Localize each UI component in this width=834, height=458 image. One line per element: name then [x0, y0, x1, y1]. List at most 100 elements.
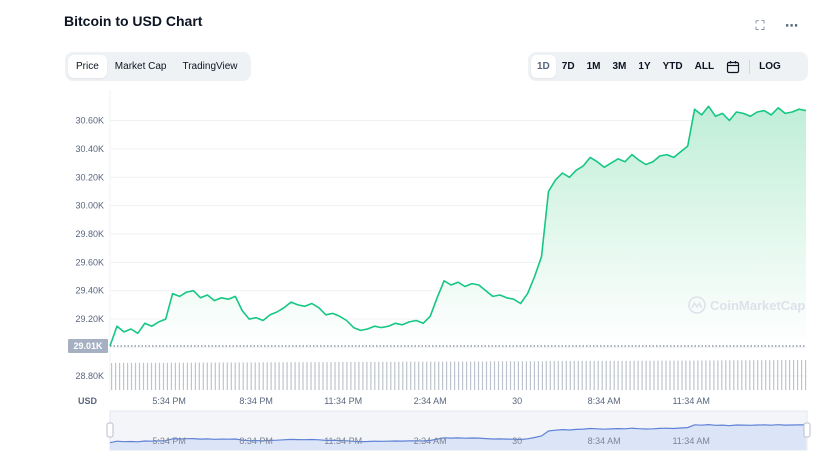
unit-label: USD — [78, 396, 98, 406]
range-ytd-button[interactable]: YTD — [662, 61, 683, 72]
volume-bar — [745, 360, 747, 390]
volume-bar — [406, 361, 408, 390]
volume-bar — [150, 362, 153, 390]
volume-bar — [226, 362, 228, 390]
volume-bar — [166, 362, 168, 390]
volume-bar — [414, 361, 416, 390]
volume-bar — [134, 362, 137, 390]
x-axis: 5:34 PM 8:34 PM 11:34 PM 2:34 AM 30 8:34 AM 11… — [152, 396, 709, 406]
volume-bar — [238, 362, 240, 390]
range-1m-button[interactable]: 1M — [586, 61, 601, 72]
y-tick-label: 30.20K — [75, 172, 104, 182]
volume-bar — [370, 361, 372, 390]
navigator-right-handle — [803, 422, 811, 438]
volume-bar — [402, 361, 404, 390]
log-scale-button[interactable]: LOG — [759, 61, 781, 72]
current-price-label: 29.01K — [73, 341, 103, 351]
volume-bar — [250, 362, 252, 390]
volume-bar — [282, 362, 284, 390]
volume-bar — [298, 362, 300, 390]
x-tick-label: 2:34 AM — [414, 396, 447, 406]
y-tick-label: 29.20K — [75, 314, 104, 324]
volume-bar — [537, 361, 539, 390]
volume-bar — [222, 362, 224, 390]
range-all-button[interactable]: ALL — [694, 61, 715, 72]
volume-bar — [681, 360, 683, 390]
volume-bar — [481, 361, 484, 390]
volume-bar — [458, 361, 460, 390]
volume-bar — [773, 360, 775, 390]
navigator-tick-label: 5:34 PM — [152, 436, 186, 446]
volume-bar — [749, 360, 751, 390]
volume-bar — [266, 362, 268, 390]
volume-bar — [541, 361, 543, 390]
volume-bar — [398, 361, 400, 390]
navigator-area — [110, 424, 806, 450]
volume-bar — [242, 362, 244, 390]
volume-bar — [354, 361, 356, 390]
navigator-line — [109, 423, 807, 444]
volume-bar — [246, 362, 248, 390]
range-1d-button[interactable]: 1D — [531, 55, 556, 78]
volume-bar — [801, 360, 803, 390]
volume-bar — [350, 362, 352, 390]
range-7d-button[interactable]: 7D — [561, 61, 575, 72]
volume-bar — [761, 360, 763, 390]
y-tick-label: 29.40K — [75, 286, 104, 296]
range-3m-button[interactable]: 3M — [612, 61, 627, 72]
volume-bar — [338, 362, 340, 390]
volume-bar — [390, 361, 392, 390]
volume-bar — [649, 360, 651, 390]
volume-bar — [657, 360, 659, 390]
range-1y-button[interactable]: 1Y — [638, 61, 651, 72]
volume-bar — [729, 360, 731, 390]
volume-bar — [430, 361, 432, 390]
volume-bar — [485, 361, 488, 390]
volume-bars — [111, 360, 807, 390]
volume-bar — [613, 360, 615, 390]
volume-bar — [741, 360, 743, 390]
volume-bar — [214, 362, 216, 390]
volume-bar — [454, 361, 456, 390]
volume-bar — [378, 361, 380, 390]
volume-bar — [769, 360, 771, 390]
volume-bar — [629, 360, 631, 390]
volume-bar — [553, 361, 555, 390]
volume-bar — [446, 361, 448, 390]
tab-price[interactable]: Price — [68, 55, 107, 78]
volume-bar — [418, 361, 420, 390]
more-options-icon[interactable]: ⋯ — [785, 18, 799, 33]
watermark-text: CoinMarketCap — [710, 298, 805, 313]
calendar-icon[interactable] — [720, 55, 746, 78]
tab-tradingview[interactable]: TradingView — [182, 61, 238, 72]
x-tick-label: 11:34 AM — [672, 396, 709, 406]
volume-bar — [569, 361, 571, 390]
volume-bar — [633, 360, 635, 390]
volume-bar — [202, 362, 204, 390]
volume-bar — [645, 360, 647, 390]
volume-bar — [605, 360, 607, 390]
volume-bar — [170, 362, 172, 390]
volume-bar — [765, 360, 767, 390]
volume-bar — [497, 361, 500, 390]
volume-bar — [330, 362, 332, 390]
volume-bar — [505, 361, 508, 390]
volume-bar — [557, 361, 559, 390]
volume-bar — [733, 360, 735, 390]
volume-bar — [697, 360, 699, 390]
volume-bar — [545, 361, 547, 390]
fullscreen-icon[interactable]: ⛶ — [755, 18, 765, 33]
volume-bar — [286, 362, 288, 390]
volume-bar — [254, 362, 256, 390]
volume-bar — [797, 360, 799, 390]
tab-market-cap[interactable]: Market Cap — [114, 61, 167, 72]
volume-bar — [274, 362, 276, 390]
volume-bar — [725, 360, 727, 390]
volume-bar — [665, 360, 667, 390]
volume-bar — [661, 360, 663, 390]
x-tick-label: 8:34 PM — [239, 396, 273, 406]
volume-bar — [593, 360, 595, 390]
volume-bar — [565, 361, 567, 390]
volume-bar — [111, 363, 113, 390]
navigator-tick-label: 11:34 AM — [672, 436, 709, 446]
